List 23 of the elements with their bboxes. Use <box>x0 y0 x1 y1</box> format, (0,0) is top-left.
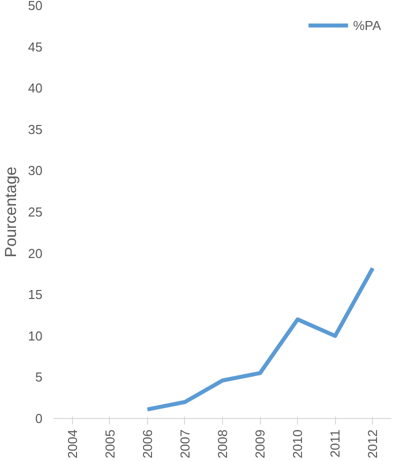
y-tick-label: 0 <box>35 411 43 426</box>
y-tick-label: 15 <box>28 287 43 302</box>
legend-label: %PA <box>353 18 381 32</box>
x-tick-label: 2007 <box>177 430 192 458</box>
x-tick-label: 2008 <box>215 430 230 458</box>
x-tick-label: 2012 <box>365 430 380 458</box>
x-tick-label: 2010 <box>290 430 306 458</box>
y-tick-label: 40 <box>28 80 43 96</box>
y-tick-label: 25 <box>28 204 43 220</box>
x-tick-label: 2005 <box>102 430 118 458</box>
x-tick-label: 2011 <box>328 429 343 458</box>
y-axis-title: Pourcentage <box>3 166 20 258</box>
x-tick-label: 2006 <box>140 430 155 458</box>
y-tick-label: 5 <box>35 370 43 385</box>
y-tick-label: 30 <box>28 163 43 178</box>
x-tick-label: 2009 <box>252 430 268 458</box>
y-tick-label: 50 <box>28 0 43 13</box>
x-tick-label: 2004 <box>64 430 80 458</box>
line-series <box>145 266 375 412</box>
y-tick-label: 35 <box>28 122 43 137</box>
y-tick-label: 20 <box>28 246 43 261</box>
y-tick-label: 45 <box>28 39 43 54</box>
y-tick-label: 10 <box>28 328 43 344</box>
